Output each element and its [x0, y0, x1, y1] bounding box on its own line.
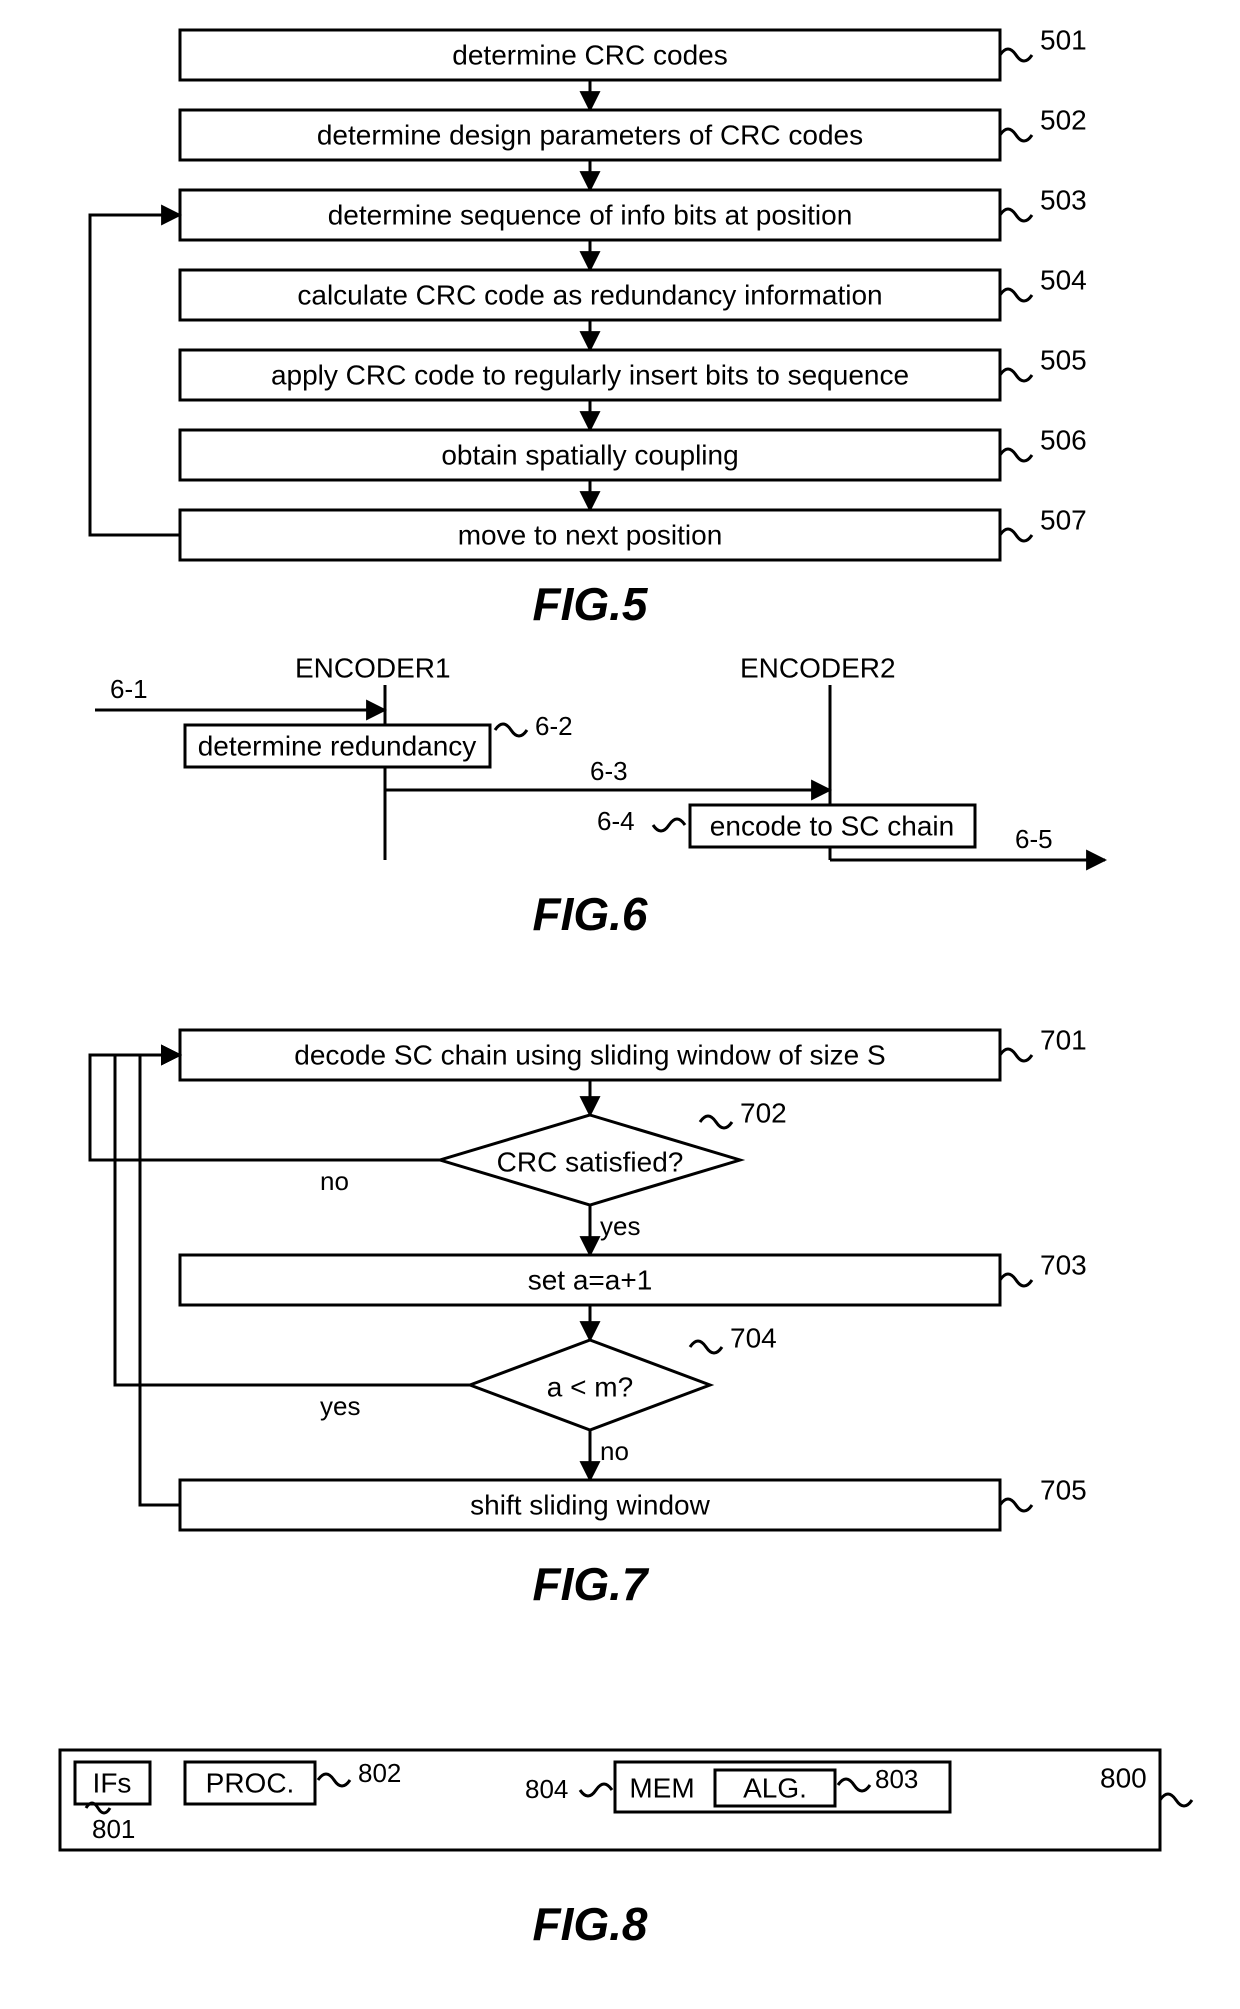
fig5-box-503-text: determine sequence of info bits at posit… [328, 199, 853, 230]
fig5-box-505: apply CRC code to regularly insert bits … [180, 344, 1087, 400]
fig5-box-503: determine sequence of info bits at posit… [180, 184, 1087, 240]
fig6-63: 6-3 [590, 756, 628, 786]
fig8-mem: MEM [629, 1772, 694, 1803]
fig7-dec702: CRC satisfied? [497, 1146, 684, 1177]
fig7-702-yes: yes [600, 1211, 640, 1241]
fig7-702-no: no [320, 1166, 349, 1196]
fig5-box-504-text: calculate CRC code as redundancy informa… [297, 279, 882, 310]
fig5-box-507-text: move to next position [458, 519, 723, 550]
fig6-box1: determine redundancy [198, 730, 477, 761]
fig6-61: 6-1 [110, 674, 148, 704]
fig5-box-504: calculate CRC code as redundancy informa… [180, 264, 1087, 320]
fig5-box-501: determine CRC codes 501 [180, 24, 1087, 80]
fig6-65: 6-5 [1015, 824, 1053, 854]
fig8-id801: 801 [92, 1814, 135, 1844]
fig8-ifs: IFs [93, 1767, 132, 1798]
fig5-title: FIG.5 [532, 578, 648, 630]
fig7-704-yes: yes [320, 1391, 360, 1421]
fig7-704-no: no [600, 1436, 629, 1466]
fig8-alg: ALG. [743, 1772, 807, 1803]
fig7-box705: shift sliding window [470, 1489, 710, 1520]
fig5-box-506: obtain spatially coupling 506 [180, 424, 1087, 480]
fig8-id800: 800 [1100, 1762, 1147, 1793]
fig5-box-502: determine design parameters of CRC codes… [180, 104, 1087, 160]
fig8-id804: 804 [525, 1774, 568, 1804]
fig7-id704: 704 [730, 1322, 777, 1353]
fig7-box703: set a=a+1 [528, 1264, 653, 1295]
fig8-proc: PROC. [206, 1767, 295, 1798]
fig6: ENCODER1 ENCODER2 6-1 determine redundan… [95, 652, 1105, 940]
fig8-id802: 802 [358, 1758, 401, 1788]
fig6-box2: encode to SC chain [710, 810, 954, 841]
fig7-box701: decode SC chain using sliding window of … [294, 1039, 885, 1070]
fig8-title: FIG.8 [532, 1898, 647, 1950]
fig8-id803: 803 [875, 1764, 918, 1794]
fig5-box-501-text: determine CRC codes [452, 39, 727, 70]
fig7-id702: 702 [740, 1097, 787, 1128]
fig5-box-506-text: obtain spatially coupling [441, 439, 738, 470]
fig7-title: FIG.7 [532, 1558, 649, 1610]
fig7-id701: 701 [1040, 1024, 1087, 1055]
fig5-box-507-id: 507 [1040, 504, 1087, 535]
fig7-dec704: a < m? [547, 1371, 633, 1402]
fig5-box-506-id: 506 [1040, 424, 1087, 455]
fig7: decode SC chain using sliding window of … [90, 1024, 1087, 1610]
fig8: 800 IFs 801 PROC. 802 MEM 804 ALG. 803 F… [60, 1750, 1192, 1950]
fig5: determine CRC codes 501 determine design… [90, 24, 1087, 630]
fig6-title: FIG.6 [532, 888, 647, 940]
fig5-box-502-id: 502 [1040, 104, 1087, 135]
fig5-box-505-id: 505 [1040, 344, 1087, 375]
fig5-box-507: move to next position 507 [180, 504, 1087, 560]
fig6-62: 6-2 [535, 711, 573, 741]
fig5-box-502-text: determine design parameters of CRC codes [317, 119, 863, 150]
fig7-id705: 705 [1040, 1474, 1087, 1505]
fig6-encoder2: ENCODER2 [740, 652, 896, 683]
fig6-64: 6-4 [597, 806, 635, 836]
fig5-box-504-id: 504 [1040, 264, 1087, 295]
fig6-encoder1: ENCODER1 [295, 652, 451, 683]
fig5-box-505-text: apply CRC code to regularly insert bits … [271, 359, 909, 390]
diagram-svg: determine CRC codes 501 determine design… [0, 0, 1240, 2009]
fig5-box-503-id: 503 [1040, 184, 1087, 215]
fig5-box-501-id: 501 [1040, 24, 1087, 55]
fig7-id703: 703 [1040, 1249, 1087, 1280]
